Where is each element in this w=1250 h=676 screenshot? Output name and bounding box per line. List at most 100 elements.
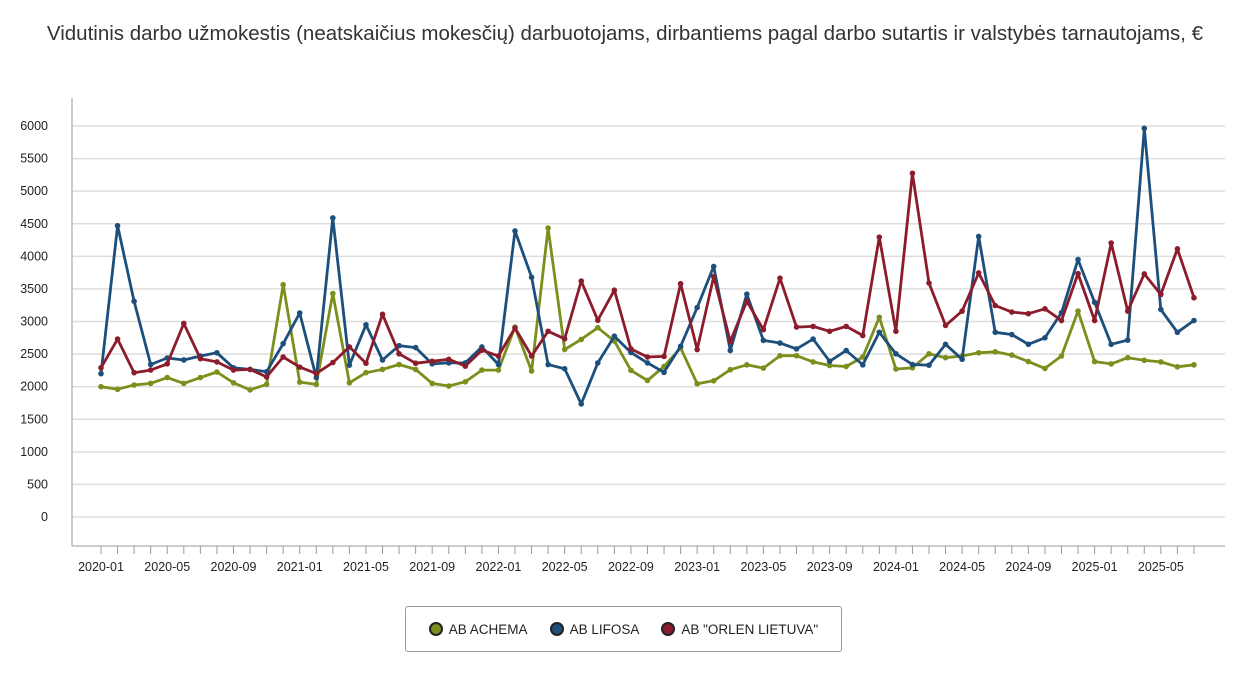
legend: AB ACHEMA AB LIFOSA AB "ORLEN LIETUVA" — [405, 606, 842, 652]
x-tick-label: 2020-05 — [144, 560, 190, 574]
data-point — [379, 366, 386, 373]
data-point — [263, 374, 270, 380]
data-point — [1141, 125, 1148, 132]
data-point — [247, 387, 253, 393]
data-point — [98, 364, 104, 371]
data-point — [694, 380, 700, 387]
legend-label: AB LIFOSA — [569, 621, 640, 637]
data-point — [1108, 240, 1114, 246]
chart-title: Vidutinis darbo užmokestis (neatskaičius… — [46, 22, 1204, 45]
data-point — [1191, 362, 1197, 368]
legend-item-achema[interactable]: AB ACHEMA — [428, 621, 528, 637]
data-point — [578, 278, 585, 284]
x-tick-label: 2025-01 — [1072, 560, 1118, 574]
data-point — [611, 333, 618, 339]
data-point — [942, 354, 949, 361]
data-point — [793, 346, 800, 352]
data-point — [280, 281, 286, 288]
data-point — [296, 310, 303, 316]
data-point — [859, 362, 866, 368]
data-point — [98, 370, 104, 377]
data-point — [1009, 331, 1015, 338]
data-point — [810, 323, 816, 330]
data-point — [628, 367, 634, 374]
y-tick-label: 1500 — [20, 412, 48, 426]
data-point — [1009, 352, 1015, 358]
data-point — [578, 336, 585, 343]
data-point — [197, 355, 204, 362]
y-tick-label: 2500 — [20, 347, 48, 361]
data-point — [628, 346, 634, 352]
data-point — [1141, 357, 1148, 364]
data-point — [992, 349, 999, 355]
data-point — [793, 352, 800, 359]
data-point — [744, 362, 750, 368]
data-point — [694, 346, 700, 353]
data-point — [1075, 308, 1081, 314]
x-tick-label: 2021-09 — [409, 560, 455, 574]
data-point — [164, 374, 171, 381]
y-tick-label: 0 — [41, 510, 48, 524]
y-tick-label: 3000 — [20, 315, 48, 329]
data-point — [926, 350, 932, 357]
legend-label: AB ACHEMA — [448, 621, 528, 637]
data-point — [1191, 294, 1197, 301]
data-point — [296, 364, 303, 370]
data-point — [181, 320, 187, 327]
data-point — [114, 336, 121, 342]
data-point — [1174, 329, 1181, 336]
data-point — [1091, 317, 1098, 324]
data-point — [909, 170, 916, 177]
y-tick-label: 5500 — [20, 152, 48, 166]
data-point — [727, 347, 734, 354]
data-point — [545, 328, 551, 335]
data-point — [1158, 306, 1164, 313]
legend-item-lifosa[interactable]: AB LIFOSA — [549, 621, 640, 637]
data-point — [528, 274, 535, 281]
data-point — [843, 323, 849, 330]
x-tick-label: 2024-05 — [939, 560, 985, 574]
data-point — [1091, 299, 1098, 306]
data-point — [429, 380, 436, 387]
data-point — [429, 358, 436, 365]
data-point — [1124, 354, 1131, 361]
data-point — [114, 222, 121, 229]
legend-item-orlen[interactable]: AB "ORLEN LIETUVA" — [661, 622, 818, 637]
data-point — [280, 354, 286, 360]
y-tick-label: 2000 — [20, 380, 48, 394]
y-tick-label: 5000 — [20, 184, 48, 198]
data-point — [694, 304, 700, 311]
legend-marker-orlen — [661, 622, 676, 636]
data-point — [1124, 337, 1131, 343]
data-point — [313, 370, 320, 377]
data-point — [197, 374, 204, 381]
data-point — [893, 350, 899, 357]
data-point — [1124, 308, 1131, 314]
data-point — [644, 354, 651, 360]
x-tick-label: 2022-01 — [476, 560, 522, 574]
data-point — [810, 359, 816, 365]
data-point — [131, 369, 137, 376]
data-point — [561, 346, 568, 353]
y-tick-label: 3500 — [20, 282, 48, 296]
data-point — [445, 383, 452, 389]
data-point — [1058, 353, 1065, 359]
data-point — [926, 280, 932, 286]
data-point — [214, 369, 220, 375]
data-point — [528, 368, 535, 374]
data-point — [893, 366, 899, 372]
data-point — [363, 321, 369, 328]
data-point — [479, 347, 485, 353]
data-point — [330, 359, 336, 366]
data-point — [876, 234, 883, 240]
data-point — [495, 353, 502, 359]
y-tick-label: 500 — [27, 477, 48, 491]
data-point — [114, 386, 121, 393]
x-tick-label: 2024-01 — [873, 560, 919, 574]
y-tick-label: 4000 — [20, 249, 48, 263]
legend-label: AB "ORLEN LIETUVA" — [681, 621, 819, 637]
data-point — [462, 363, 469, 369]
data-point — [942, 322, 949, 329]
x-tick-label: 2023-01 — [674, 560, 720, 574]
data-point — [445, 356, 452, 363]
